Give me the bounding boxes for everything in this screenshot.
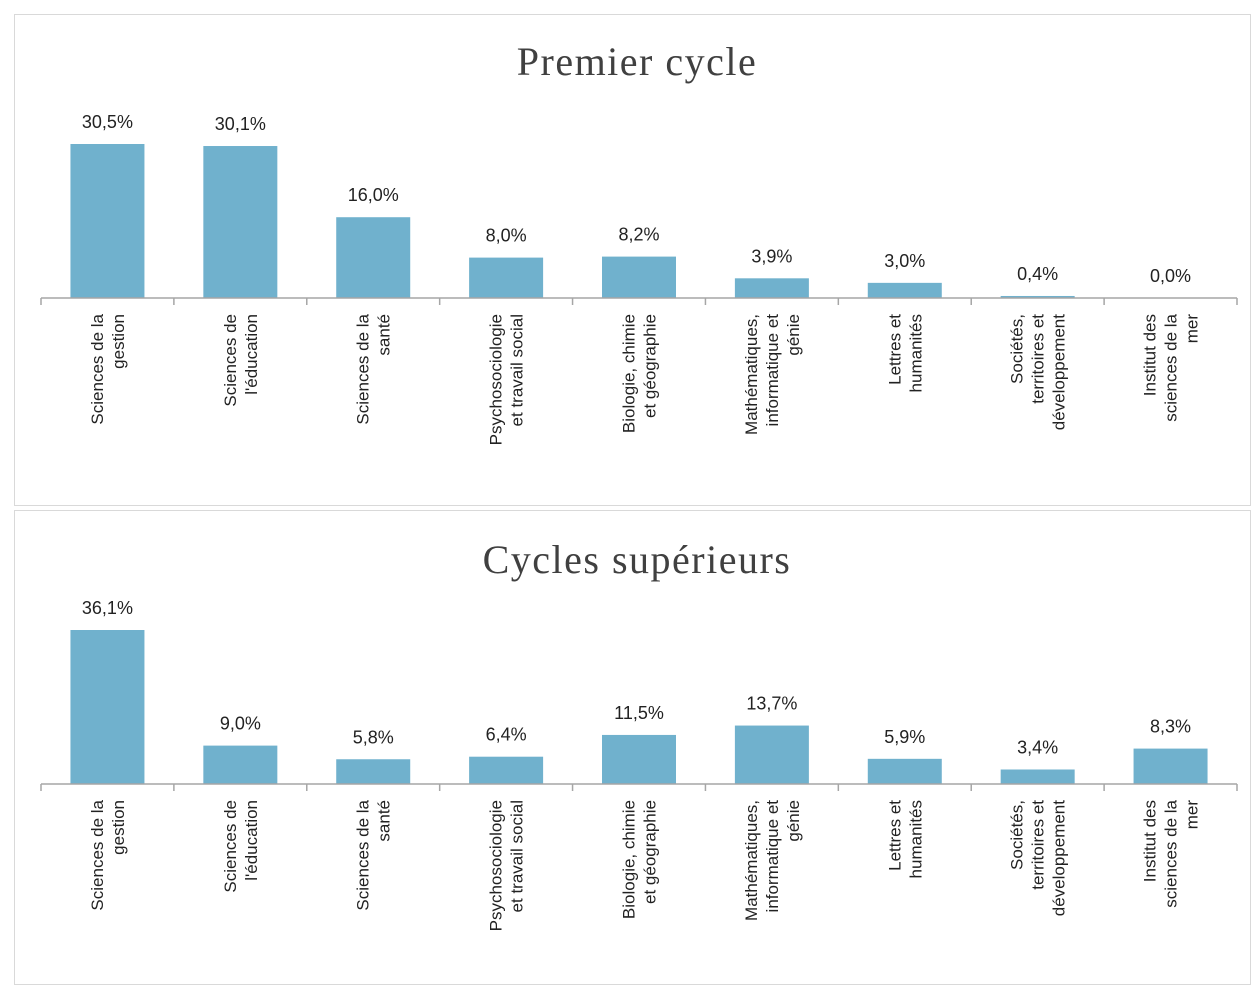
bar: [867, 758, 942, 784]
value-label: 5,8%: [353, 727, 394, 747]
value-label: 3,9%: [751, 246, 792, 266]
x-tick-label: Sciences de la santé: [354, 313, 394, 424]
value-label: 11,5%: [614, 703, 664, 723]
chart: Premier cycle 30,5% Sciences de la gestion…: [14, 14, 1251, 506]
value-label: 5,9%: [884, 727, 925, 747]
bar: [336, 217, 411, 298]
value-label: 30,1%: [215, 114, 266, 134]
x-tick-label: Sciences de la gestion: [88, 313, 128, 424]
x-tick-label: Lettres et humanités: [885, 314, 925, 393]
value-label: 0,0%: [1150, 266, 1191, 286]
chart: Cycles supérieurs 36,1% Sciences de la ges…: [14, 510, 1251, 985]
chart-title: Cycles supérieurs: [483, 537, 792, 582]
x-tick-label: Psychosociologie et travail social: [487, 314, 527, 445]
x-tick-label: Institut des sciences de la mer: [1141, 313, 1202, 421]
x-tick-label: Psychosociologie et travail social: [487, 800, 527, 931]
bar: [867, 282, 942, 298]
x-tick-label: Lettres et humanités: [885, 800, 925, 879]
x-tick-label: Biologie, chimie et géographie: [620, 800, 660, 919]
value-label: 6,4%: [486, 725, 527, 745]
value-label: 8,0%: [486, 226, 527, 246]
value-label: 3,4%: [1017, 737, 1058, 757]
chart-title: Premier cycle: [517, 39, 758, 84]
value-label: 13,7%: [746, 694, 797, 714]
x-tick-label: Sciences de l'éducation: [221, 800, 261, 893]
x-tick-label: Biologie, chimie et géographie: [620, 314, 660, 433]
bar: [1133, 748, 1208, 784]
value-label: 8,2%: [618, 225, 659, 245]
x-tick-label: Sciences de la gestion: [88, 799, 128, 910]
bar: [1000, 769, 1075, 784]
x-tick-label: Institut des sciences de la mer: [1141, 799, 1202, 907]
value-label: 30,5%: [82, 112, 133, 132]
x-tick-label: Mathématiques, informatique et génie: [742, 314, 803, 435]
x-tick-label: Mathématiques, informatique et génie: [742, 800, 803, 921]
x-tick-label: Sciences de la santé: [354, 799, 394, 910]
value-label: 8,3%: [1150, 717, 1191, 737]
x-tick-label: Sociétés, territoires et développement: [1008, 314, 1069, 431]
bar: [70, 144, 145, 298]
bar: [70, 630, 145, 784]
value-label: 9,0%: [220, 714, 261, 734]
value-label: 16,0%: [348, 185, 399, 205]
value-label: 3,0%: [884, 251, 925, 271]
bar: [469, 756, 544, 784]
bar: [602, 256, 676, 298]
bar: [1000, 295, 1075, 298]
bar: [734, 725, 809, 784]
bar: [469, 257, 544, 298]
bar: [203, 146, 278, 298]
bar: [203, 745, 278, 784]
x-tick-label: Sociétés, territoires et développement: [1008, 800, 1069, 917]
x-tick-label: Sciences de l'éducation: [221, 314, 261, 407]
value-label: 0,4%: [1017, 264, 1058, 284]
bar: [734, 278, 809, 298]
value-label: 36,1%: [82, 598, 133, 618]
bar: [602, 734, 676, 784]
bar: [336, 759, 411, 784]
